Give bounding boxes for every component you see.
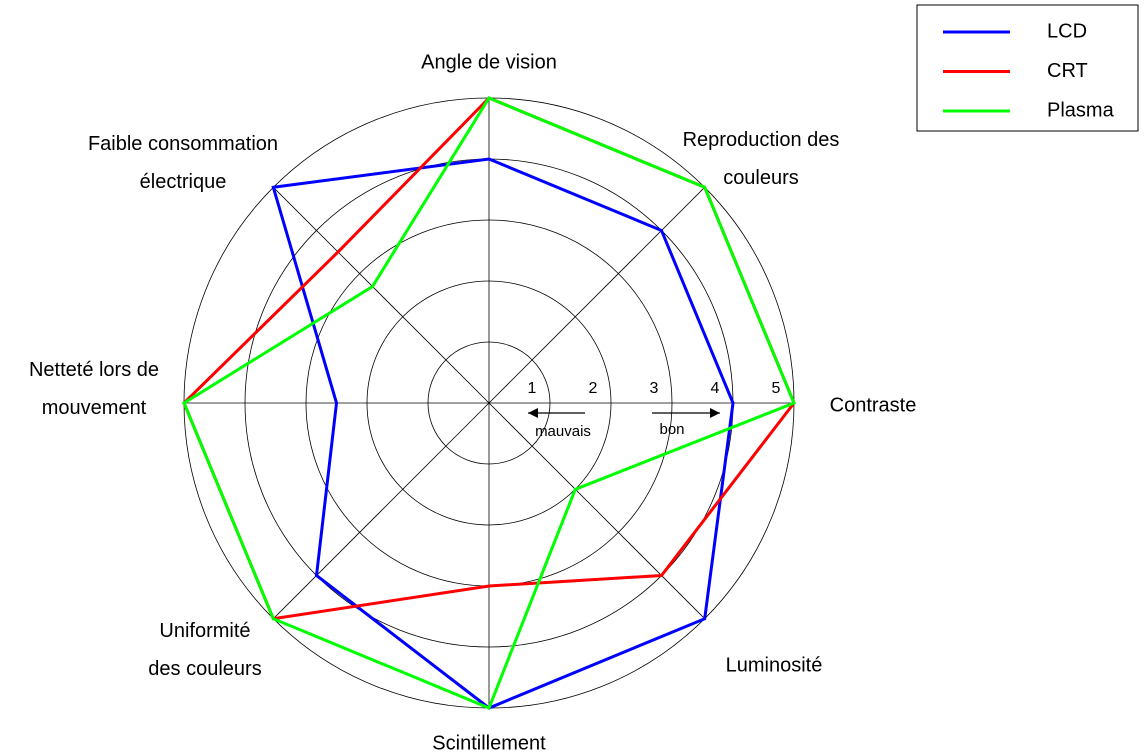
r-tick-label: 1 <box>528 380 537 397</box>
series-line <box>182 96 796 710</box>
r-tick-label: 4 <box>711 380 720 397</box>
spoke <box>488 402 705 619</box>
r-tick-label: 3 <box>650 380 659 397</box>
category-label: Faible consommation électrique <box>88 133 278 193</box>
category-label: Scintillement <box>432 732 546 753</box>
category-label: Reproduction des couleurs <box>683 129 840 189</box>
spoke <box>273 402 490 619</box>
plot <box>182 96 796 710</box>
legend-box <box>916 4 1139 132</box>
legend-label: LCD <box>1047 20 1087 42</box>
r-tick-label: 2 <box>589 380 598 397</box>
category-label: Angle de vision <box>421 51 557 73</box>
category-label: Luminosité <box>726 654 823 676</box>
category-label: Contraste <box>830 394 917 416</box>
legend: LCD CRT Plasma <box>943 20 1115 121</box>
category-label: Netteté lors de mouvement <box>29 359 159 419</box>
legend-label: Plasma <box>1047 99 1115 121</box>
r-tick-label: 5 <box>772 380 781 397</box>
spoke <box>273 187 490 404</box>
annotation: mauvais <box>535 423 591 440</box>
spoke <box>488 187 705 404</box>
legend-label: CRT <box>1047 60 1088 82</box>
category-label: Uniformité des couleurs <box>148 620 261 680</box>
annotation: bon <box>659 421 684 438</box>
